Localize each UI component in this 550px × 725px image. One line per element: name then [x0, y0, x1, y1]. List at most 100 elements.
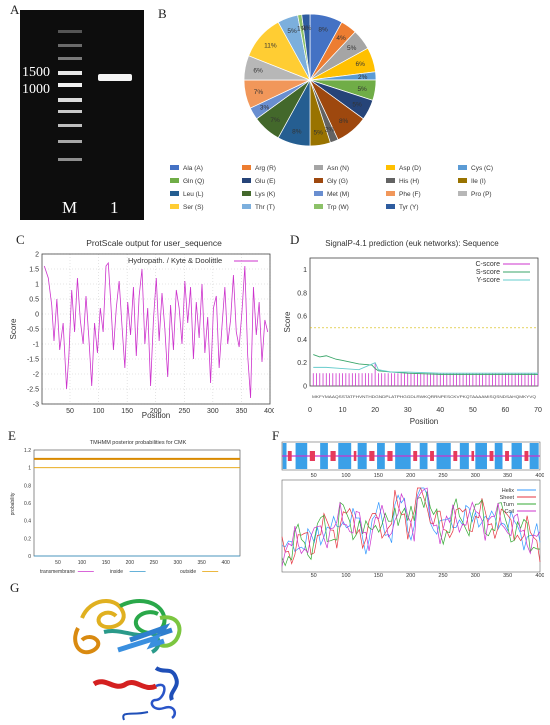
- svg-text:transmembrane: transmembrane: [40, 569, 75, 575]
- panel-label-d: D: [290, 232, 300, 247]
- signalp-ytick: 0: [303, 384, 307, 391]
- tmhmm-legend-inside: inside: [110, 569, 146, 575]
- ss-sheet-block: [287, 451, 292, 461]
- ss-bottom-xtick: 200: [406, 573, 415, 578]
- ss-bottom-xtick: 100: [341, 573, 350, 578]
- panel-label-g: G: [10, 580, 20, 595]
- svg-text:Pro (P): Pro (P): [471, 191, 492, 198]
- tmhmm-ytick: 1.2: [24, 448, 31, 454]
- svg-text:Phe (F): Phe (F): [399, 191, 421, 198]
- hydro-ytick: -2.5: [27, 387, 39, 394]
- hydro-ytick: 1.5: [29, 267, 39, 274]
- svg-text:inside: inside: [110, 569, 123, 575]
- signalp-legend-c-score: C-score: [475, 261, 530, 268]
- signalp-xtick: 0: [308, 407, 312, 414]
- marker-label-1000: 1000: [22, 82, 50, 97]
- pie-label-glu-e: 5%: [352, 101, 362, 108]
- pie-legend-item-ile-i: Ile (I): [458, 178, 486, 185]
- hydro-ytick: -3: [33, 402, 39, 409]
- ss-bottom-xtick: 400: [535, 573, 544, 578]
- svg-text:Y-score: Y-score: [477, 277, 501, 284]
- signalp-series-s-score: [313, 354, 538, 375]
- svg-text:Helix: Helix: [502, 488, 514, 494]
- hydro-xtick: 400: [264, 408, 274, 415]
- tmhmm-ytick: 0.8: [24, 483, 31, 489]
- hydro-ytick: -1: [33, 342, 39, 349]
- ss-bottom-xtick: 300: [471, 573, 480, 578]
- svg-text:Ile (I): Ile (I): [471, 178, 486, 185]
- pie-label-met-m: 3%: [260, 104, 270, 111]
- pie-label-trp-w: 1%: [297, 25, 307, 32]
- svg-text:Trp (W): Trp (W): [327, 204, 349, 211]
- ss-top-xtick: 400: [535, 473, 544, 479]
- signalp-ytick: 0.8: [297, 290, 307, 297]
- tmhmm-xtick: 350: [198, 560, 207, 566]
- panel-label-a: A: [10, 2, 20, 17]
- hydro-xtick: 300: [207, 408, 219, 415]
- svg-text:C-score: C-score: [475, 261, 500, 268]
- pie-legend-item-glu-e: Glu (E): [242, 178, 276, 185]
- pie-label-cys-c: 2%: [358, 74, 368, 81]
- ss-sheet-block: [430, 451, 434, 461]
- svg-text:Ala (A): Ala (A): [183, 165, 203, 172]
- tmhmm-ytick: 0.4: [24, 519, 31, 525]
- pie-label-gln-q: 5%: [357, 86, 367, 93]
- signalp-sequence: MKFYMAAQSSTATFHVNTHDGNDPLATPHGGDLRWKQRRN…: [312, 395, 536, 399]
- tmhmm-xtick: 150: [102, 560, 111, 566]
- signalp-xtick: 70: [534, 407, 542, 414]
- svg-text:Sheet: Sheet: [500, 495, 515, 501]
- ss-series-coil: [281, 487, 541, 567]
- tmhmm-title: TMHMM posterior probabilities for CMK: [90, 440, 187, 446]
- pie-legend-item-gly-g: Gly (G): [314, 178, 348, 185]
- ss-series-helix: [281, 487, 541, 555]
- pie-legend-item-leu-l: Leu (L): [170, 191, 204, 198]
- ss-top-xtick: 100: [341, 473, 350, 479]
- hydro-xtick: 150: [121, 408, 133, 415]
- ss-sheet-block: [369, 451, 375, 461]
- tmhmm-chart: TMHMM posterior probabilities for CMK 1.…: [10, 440, 241, 575]
- pie-legend-item-pro-p: Pro (P): [458, 191, 492, 198]
- signalp-ytick: 0.4: [297, 337, 307, 344]
- ss-legend-turn: Turn: [503, 502, 536, 508]
- pie-legend-item-ser-s: Ser (S): [170, 204, 204, 211]
- pie-legend-item-trp-w: Trp (W): [314, 204, 349, 211]
- pie-legend-item-ala-a: Ala (A): [170, 165, 203, 172]
- marker-ladder: [58, 10, 88, 220]
- pie-label-ile-i: 5%: [314, 130, 324, 137]
- signalp-xtick: 30: [404, 407, 412, 414]
- svg-text:Glu (E): Glu (E): [255, 178, 276, 185]
- tmhmm-ytick: 0.6: [24, 501, 31, 507]
- svg-text:Gln (Q): Gln (Q): [183, 178, 204, 185]
- tmhmm-ytick: 1: [28, 466, 31, 472]
- lane-label-m: M: [62, 198, 78, 217]
- svg-text:Asn (N): Asn (N): [327, 165, 349, 172]
- hydropathy-chart: ProtScale output for user_sequence 2 1.5 1…: [9, 238, 274, 420]
- protein-3d-structure: [73, 599, 182, 721]
- hydro-ytick: 0.5: [29, 297, 39, 304]
- tmhmm-xtick: 400: [221, 560, 230, 566]
- pie-label-ser-s: 11%: [264, 43, 277, 50]
- signalp-legend-s-score: S-score: [476, 269, 530, 276]
- ss-sheet-block: [453, 451, 458, 461]
- pie-label-ala-a: 8%: [318, 26, 328, 33]
- tmhmm-legend-transmembrane: transmembrane: [40, 569, 94, 575]
- pie-label-asn-n: 5%: [347, 45, 357, 52]
- ss-sheet-block: [309, 451, 315, 461]
- svg-text:Thr (T): Thr (T): [255, 204, 275, 211]
- signalp-xtick: 60: [502, 407, 510, 414]
- ss-series-turn: [281, 491, 541, 567]
- ss-bottom-xtick: 50: [311, 573, 317, 578]
- ss-top-xtick: 50: [311, 473, 317, 479]
- pie-label-thr-t: 5%: [287, 28, 297, 35]
- ss-top-xtick: 200: [406, 473, 415, 479]
- panel-label-f: F: [272, 428, 280, 443]
- hydro-series-line: [43, 261, 269, 399]
- pie-legend-item-asp-d: Asp (D): [386, 165, 421, 172]
- hydro-xtick: 50: [66, 408, 74, 415]
- signalp-legend-y-score: Y-score: [477, 277, 530, 284]
- pie-legend-item-thr-t: Thr (T): [242, 204, 275, 211]
- sample-band: [98, 74, 132, 81]
- tmhmm-legend-outside: outside: [180, 569, 219, 575]
- hydro-ytick: 2: [35, 252, 39, 259]
- ss-legend-coil: Coil: [505, 509, 536, 515]
